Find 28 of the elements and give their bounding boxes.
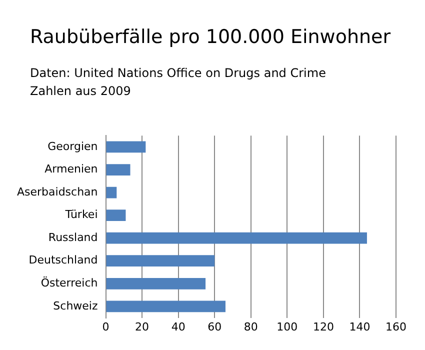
chart-subtitle: Daten: United Nations Office on Drugs and Crime bbox=[30, 66, 326, 80]
bar bbox=[106, 141, 146, 153]
bar bbox=[106, 300, 226, 312]
y-tick-label: Russland bbox=[48, 230, 98, 244]
x-tick-label: 60 bbox=[208, 320, 222, 334]
y-tick-label: Deutschland bbox=[28, 254, 98, 267]
y-tick-label: Aserbaidschan bbox=[16, 185, 98, 198]
bar bbox=[106, 186, 117, 198]
x-tick-label: 100 bbox=[276, 320, 298, 334]
y-tick-label: Türkei bbox=[64, 208, 98, 222]
y-tick-label: Schweiz bbox=[53, 299, 98, 312]
bar bbox=[106, 255, 215, 267]
bar bbox=[106, 164, 130, 176]
x-tick-label: 20 bbox=[135, 320, 150, 334]
x-tick-label: 40 bbox=[171, 320, 186, 334]
x-tick-label: 160 bbox=[386, 320, 406, 334]
x-tick-label: 80 bbox=[244, 320, 258, 334]
bar bbox=[106, 210, 126, 222]
y-tick-label: Georgien bbox=[48, 140, 98, 153]
chart-title: Raubüberfälle pro 100.000 Einwohner bbox=[30, 26, 391, 48]
text: Zahlen aus 2009 bbox=[30, 84, 131, 98]
x-tick-label: 120 bbox=[312, 320, 334, 334]
bar bbox=[106, 278, 206, 290]
x-tick-label: 140 bbox=[349, 320, 370, 334]
y-tick-label: Armenien bbox=[44, 162, 98, 176]
bar bbox=[106, 232, 367, 244]
y-tick-label: Österreich bbox=[40, 275, 98, 290]
x-tick-label: 0 bbox=[102, 320, 110, 334]
